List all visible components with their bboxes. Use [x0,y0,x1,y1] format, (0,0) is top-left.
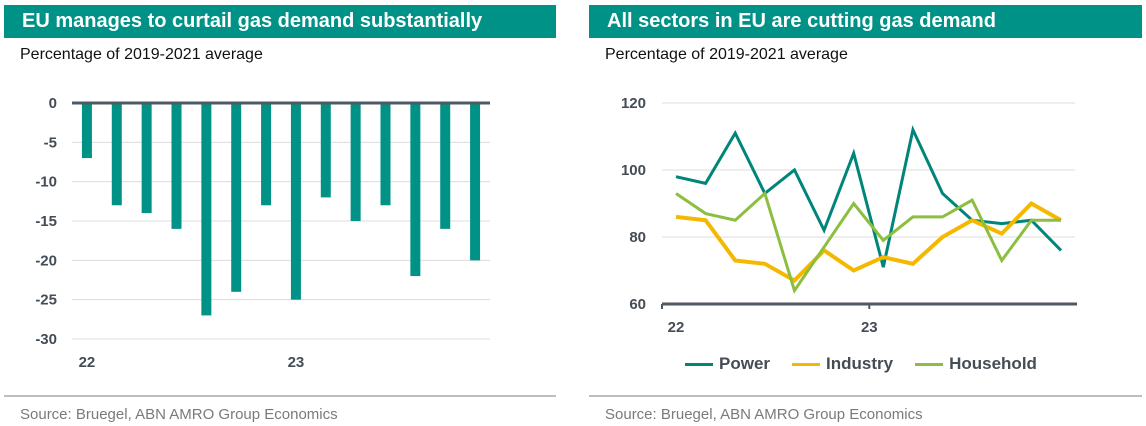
legend-swatch [792,362,821,366]
source-divider [4,395,556,397]
x-tick-label: 22 [668,319,685,336]
bar [290,103,301,300]
bar [81,103,92,159]
bar [111,103,122,206]
y-tick-label: -20 [35,252,57,269]
bar [141,103,152,214]
series-line-industry [675,201,1062,284]
x-tick-label: 22 [79,354,96,371]
bar [171,103,182,229]
legend-item-industry: Industry [792,354,893,374]
bar [440,103,451,229]
source-divider [589,395,1142,397]
y-tick-label: 100 [621,162,646,179]
bar [350,103,361,221]
legend-label: Industry [826,354,894,373]
bar [261,103,272,206]
bar [380,103,391,206]
y-tick-label: 120 [621,95,646,112]
legend-item-household: Household [915,354,1037,374]
chart-title: EU manages to curtail gas demand substan… [4,5,556,38]
y-tick-label: -25 [35,292,57,309]
legend-swatch [685,362,713,366]
chart-subtitle: Percentage of 2019-2021 average [20,46,263,63]
line-chart: 120 100 80 60 22 23 [621,95,1077,336]
bar-chart-panel: EU manages to curtail gas demand substan… [0,0,560,426]
y-tick-label: -15 [35,213,57,230]
chart-title: All sectors in EU are cutting gas demand [589,5,1142,38]
bar [410,103,421,277]
y-tick-label: 80 [629,229,646,246]
bar [320,103,331,198]
source-text: Source: Bruegel, ABN AMRO Group Economic… [605,406,923,423]
x-tick-label: 23 [288,354,305,371]
series-line-household [675,190,1061,295]
legend-item-power: Power [685,354,770,374]
source-text: Source: Bruegel, ABN AMRO Group Economic… [20,406,338,423]
bar [201,103,212,316]
legend-swatch [915,362,944,366]
chart-legend: Power Industry Household [685,354,1037,374]
legend-label: Household [949,354,1037,373]
y-tick-label: -5 [44,134,57,151]
line-chart-panel: All sectors in EU are cutting gas demand… [585,0,1146,426]
series-line-power [675,125,1063,268]
bar [470,103,481,261]
chart-subtitle: Percentage of 2019-2021 average [605,46,848,63]
y-tick-label: 60 [629,296,646,313]
x-tick-label: 23 [861,319,878,336]
y-tick-label: -30 [35,331,57,348]
bar [231,103,242,292]
bar-chart: 0 -5 -10 -15 -20 -25 -30 22 23 [35,95,490,371]
y-tick-label: -10 [35,174,57,191]
legend-label: Power [719,354,771,373]
y-tick-label: 0 [49,95,57,112]
